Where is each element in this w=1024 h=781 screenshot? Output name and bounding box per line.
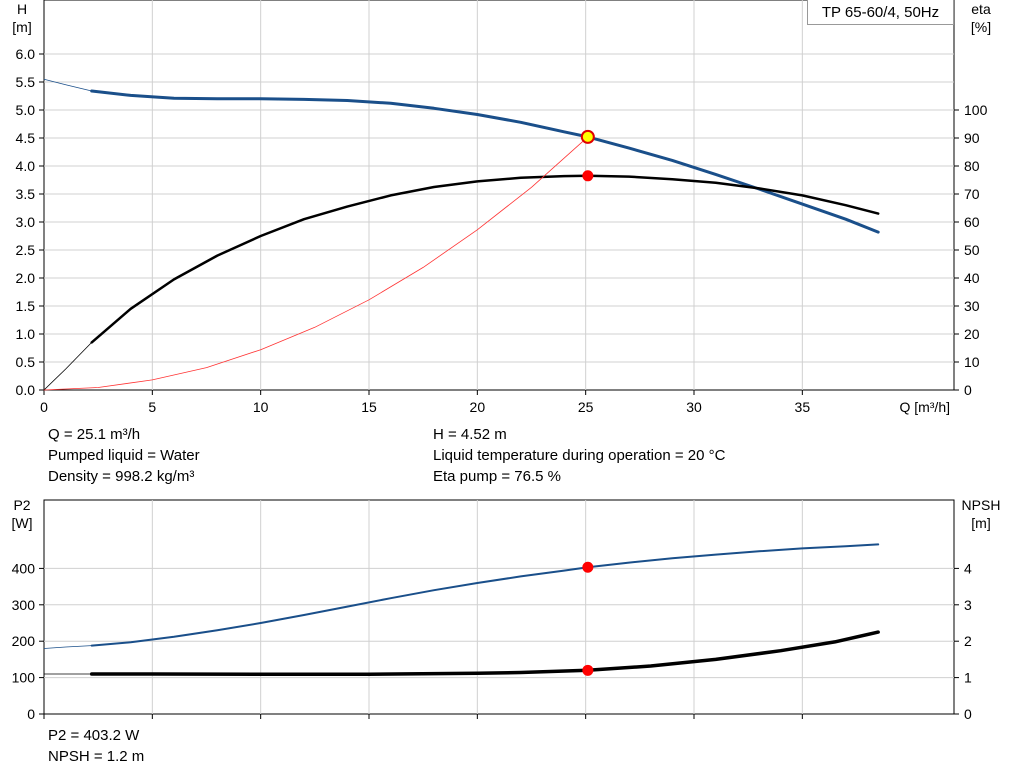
tick-label-left: 300 [12,597,36,613]
tick-label-left: 3.5 [16,186,36,202]
tick-label-right: 30 [964,298,980,314]
tick-label-right: 1 [964,670,972,686]
info-liquid: Pumped liquid = Water [48,447,200,464]
chart-title-box: TP 65-60/4, 50Hz [807,0,954,25]
y-axis-unit-left: [m] [12,19,31,35]
info-bottom-left: P2 = 403.2 W NPSH = 1.2 m [48,725,144,767]
info-power: P2 = 403.2 W [48,727,140,744]
series-system-line [43,136,589,391]
tick-label-right: 80 [964,158,980,174]
x-axis-label: Q [m³/h] [899,399,950,415]
y-axis-unit-right: [m] [971,515,990,531]
chart-panel-2 [39,499,959,719]
tick-label-x: 20 [470,399,486,415]
tick-label-right: 0 [964,706,972,722]
plot-frame [43,499,955,715]
y-axis-label-left: H [17,1,27,17]
tick-label-right: 70 [964,186,980,202]
tick-label-x: 15 [361,399,377,415]
series-h-line [90,89,880,234]
tick-label-x: 25 [578,399,594,415]
info-npsh: NPSH = 1.2 m [48,748,145,765]
operating-point-marker [582,170,594,182]
tick-label-right: 4 [964,560,972,576]
plot-frame [43,0,955,391]
series-h-extrapolated [43,78,92,92]
chart-panel-1 [39,0,959,395]
info-flow: Q = 25.1 m³/h [48,426,141,443]
tick-label-left: 6.0 [16,46,36,62]
tick-label-right: 50 [964,242,980,258]
tick-label-right: 40 [964,270,980,286]
series-p2-extrapolated [43,645,92,649]
tick-label-right: 60 [964,214,980,230]
tick-label-x: 5 [148,399,156,415]
y-axis-unit-left: [W] [12,515,33,531]
tick-label-left: 2.0 [16,270,36,286]
tick-label-left: 200 [12,633,36,649]
info-density: Density = 998.2 kg/m³ [48,468,195,485]
info-eta: Eta pump = 76.5 % [433,468,561,485]
tick-label-left: 3.0 [16,214,36,230]
operating-point-marker [580,129,595,144]
tick-label-right: 2 [964,633,972,649]
tick-label-right: 0 [964,382,972,398]
tick-label-right: 20 [964,326,980,342]
series-p2-line [90,543,880,647]
tick-label-left: 400 [12,560,36,576]
tick-label-x: 10 [253,399,269,415]
tick-label-left: 0.5 [16,354,36,370]
info-head: H = 4.52 m [433,426,507,443]
info-top-right: H = 4.52 m Liquid temperature during ope… [433,424,725,487]
series-eta-extrapolated [43,342,92,391]
y-axis-label-right: eta [971,1,991,17]
tick-label-left: 4.5 [16,130,36,146]
chart-title: TP 65-60/4, 50Hz [821,4,940,21]
operating-point-marker [582,664,594,676]
tick-label-left: 1.0 [16,326,36,342]
tick-label-left: 4.0 [16,158,36,174]
tick-label-left: 0.0 [16,382,36,398]
tick-label-left: 1.5 [16,298,36,314]
y-axis-label-left: P2 [13,497,30,513]
tick-label-x: 0 [40,399,48,415]
tick-label-right: 10 [964,354,980,370]
info-temperature: Liquid temperature during operation = 20… [433,447,726,464]
tick-label-x: 30 [686,399,702,415]
tick-label-left: 5.5 [16,74,36,90]
series-npsh-line [89,630,880,677]
series-eta-line [90,174,880,344]
operating-point-marker [582,561,594,573]
tick-label-left: 2.5 [16,242,36,258]
y-axis-unit-right: [%] [971,19,991,35]
tick-label-left: 0 [27,706,35,722]
y-axis-label-right: NPSH [962,497,1001,513]
tick-label-right: 3 [964,597,972,613]
tick-label-right: 100 [964,102,988,118]
info-top-left: Q = 25.1 m³/h Pumped liquid = Water Dens… [48,424,200,487]
tick-label-left: 5.0 [16,102,36,118]
tick-label-right: 90 [964,130,980,146]
tick-label-left: 100 [12,670,36,686]
tick-label-x: 35 [795,399,811,415]
